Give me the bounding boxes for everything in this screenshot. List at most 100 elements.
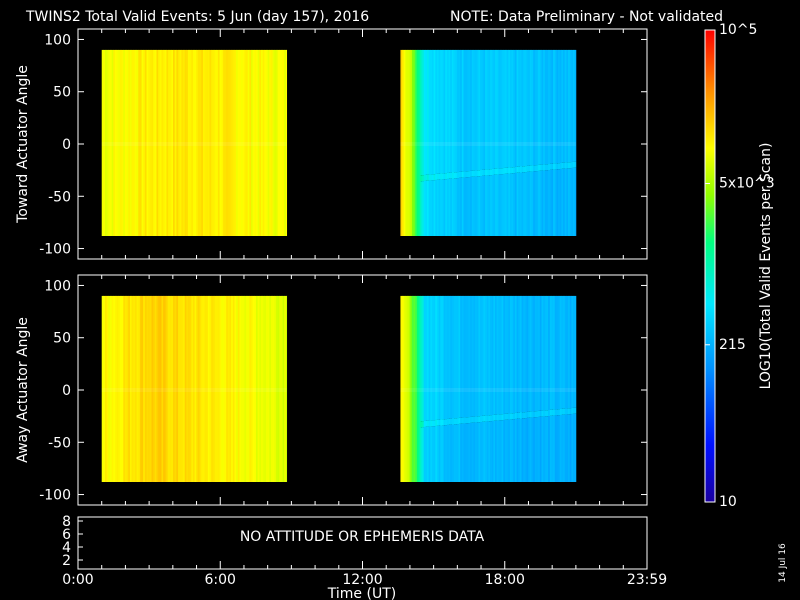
heat-cell <box>110 49 113 237</box>
heat-cell <box>519 295 522 413</box>
heat-cell <box>559 295 562 409</box>
heat-cell <box>443 179 446 236</box>
heat-cell <box>534 417 537 482</box>
heat-cell <box>485 175 488 236</box>
heat-cell <box>239 49 242 237</box>
heat-cell <box>285 295 288 482</box>
heat-cell <box>478 49 481 171</box>
heat-cell <box>451 49 454 173</box>
heat-cell <box>222 49 225 237</box>
heat-cell <box>426 49 430 175</box>
heat-cell <box>564 168 567 236</box>
heat-cell <box>513 49 516 168</box>
heat-cell <box>410 295 413 482</box>
heat-cell <box>559 49 562 163</box>
heat-cell <box>478 176 481 236</box>
heat-cell <box>453 172 456 179</box>
heat-cell <box>196 49 199 237</box>
heat-cell <box>539 410 542 417</box>
heat-cell <box>445 419 448 426</box>
heat-cell <box>412 49 415 237</box>
heat-cell <box>516 166 519 173</box>
heat-cell <box>506 419 509 482</box>
heat-cell <box>563 49 566 163</box>
heat-cell <box>526 49 529 166</box>
colorbar-tick-label: 5x10^3 <box>719 176 775 192</box>
heat-cell <box>138 49 141 237</box>
heat-cell <box>453 295 456 419</box>
heat-cell <box>558 49 561 164</box>
heat-cell <box>518 166 521 173</box>
heat-cell <box>101 49 104 237</box>
heat-cell <box>571 295 574 408</box>
heat-cell <box>538 164 541 171</box>
heat-cell <box>508 419 511 482</box>
heat-cell <box>470 295 473 417</box>
heat-cell <box>153 295 156 482</box>
heat-cell <box>483 175 486 236</box>
colorbar-tick-label: 10 <box>719 494 737 510</box>
heat-cell <box>470 170 473 177</box>
heat-cell <box>124 295 128 482</box>
heat-cell <box>124 49 128 237</box>
heat-cell <box>246 49 249 237</box>
heat-cell <box>564 49 567 163</box>
heat-cell <box>546 164 549 171</box>
heat-cell <box>539 164 542 171</box>
heat-cell <box>433 420 436 427</box>
heat-cell <box>493 420 496 482</box>
heat-cell <box>541 49 544 165</box>
heat-cell <box>456 424 459 482</box>
heat-cell <box>481 421 484 482</box>
heat-cell <box>461 49 464 172</box>
heat-cell <box>468 171 471 178</box>
heat-cell <box>246 295 249 482</box>
heat-cell <box>420 427 423 482</box>
heat-cell <box>420 421 423 428</box>
heat-cell <box>458 49 461 172</box>
heat-cell <box>566 408 569 415</box>
heat-cell <box>468 295 471 418</box>
heat-cell <box>509 173 513 236</box>
heat-cell <box>267 49 270 237</box>
heat-cell <box>461 417 464 424</box>
heat-cell <box>529 165 532 172</box>
heat-cell <box>466 49 469 172</box>
heat-cell <box>460 295 463 418</box>
heat-cell <box>440 419 443 426</box>
heat-cell <box>471 49 474 171</box>
heat-cell <box>548 49 551 165</box>
heat-cell <box>254 295 257 482</box>
heat-cell <box>438 179 441 236</box>
heat-cell <box>259 295 262 482</box>
heat-cell <box>221 295 224 482</box>
heat-cell <box>461 295 464 418</box>
heat-cell <box>528 417 531 482</box>
heat-cell <box>234 49 237 237</box>
heat-cell <box>549 409 552 416</box>
heat-cell <box>553 415 556 482</box>
heat-cell <box>514 418 518 482</box>
heat-cell <box>566 49 569 163</box>
heat-cell <box>553 409 556 416</box>
heat-cell <box>101 295 104 482</box>
heat-cell <box>455 424 458 482</box>
heat-cell <box>420 181 423 236</box>
heat-cell <box>496 168 499 175</box>
heat-cell <box>229 295 232 482</box>
heat-cell <box>493 168 496 175</box>
heat-cell <box>486 415 489 422</box>
heat-cell <box>403 49 406 237</box>
heat-cell <box>574 49 577 162</box>
heat-cell <box>463 177 466 236</box>
heat-cell <box>436 49 440 174</box>
heat-cell <box>211 295 214 482</box>
heat-cell <box>466 171 469 178</box>
heat-cell <box>184 49 187 237</box>
heat-cell <box>202 49 206 237</box>
heat-cell <box>480 49 483 171</box>
heat-cell <box>473 49 476 171</box>
heat-cell <box>470 176 473 236</box>
heat-cell <box>431 426 435 482</box>
heat-cell <box>523 172 526 236</box>
